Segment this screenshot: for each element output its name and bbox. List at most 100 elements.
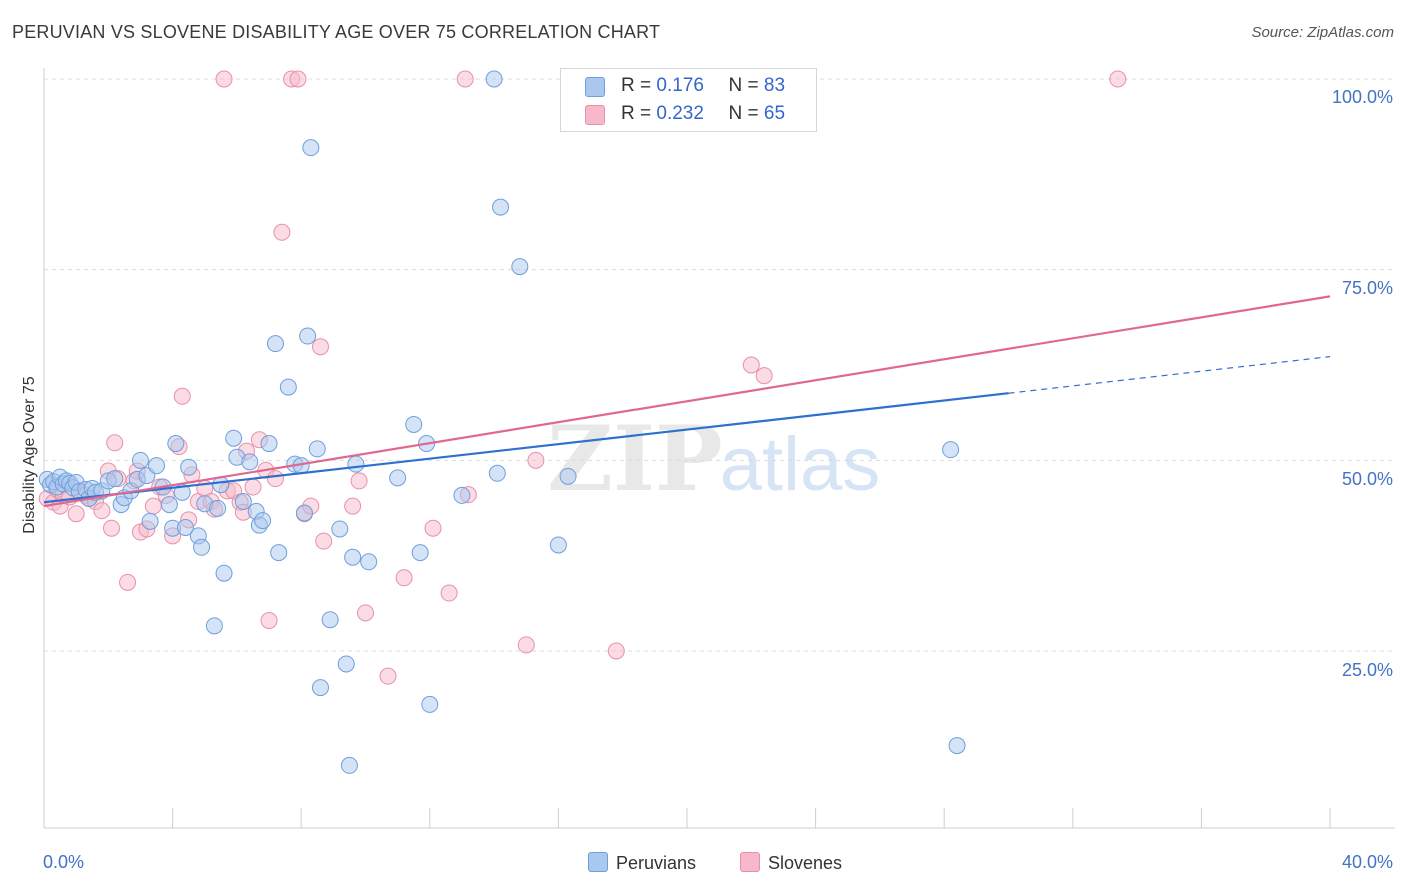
peruvian-point (511, 258, 529, 276)
slovene-point (93, 502, 111, 520)
peruvian-point (234, 493, 252, 511)
slovene-point (395, 569, 413, 587)
slovene-point (517, 636, 535, 654)
peruvian-point (205, 617, 223, 635)
legend-n-label: N = (728, 75, 759, 96)
peruvian-point (131, 451, 149, 469)
peruvian-point (148, 457, 166, 475)
peruvian-point (492, 198, 510, 216)
slovene-point (315, 532, 333, 550)
slovene-point (173, 387, 191, 405)
peruvian-point (559, 467, 577, 485)
y-tick-label-100: 100.0% (1331, 87, 1393, 107)
slovene-point (1109, 70, 1127, 88)
peruvian-point (302, 139, 320, 157)
peruvian-point (260, 435, 278, 453)
peruvian-point (389, 469, 407, 487)
peruvian-point (405, 415, 423, 433)
peruvian-point (295, 504, 313, 522)
trend-lines (43, 295, 1331, 508)
peruvian-point (311, 679, 329, 697)
x-tick-label-min: 0.0% (43, 852, 85, 872)
peruvians-points (38, 70, 966, 774)
slovene-point (67, 505, 85, 523)
watermark-atlas: atlas (720, 422, 881, 507)
peruvian-point (241, 453, 259, 471)
slovene-point (273, 223, 291, 241)
peruvian-point (106, 470, 124, 488)
legend-n-label: N = (728, 103, 759, 124)
peruvian-point (488, 464, 506, 482)
peruvian-point (299, 327, 317, 345)
peruvian-point (308, 440, 326, 458)
slovene-point (350, 472, 368, 490)
peruvian-point (279, 378, 297, 396)
axes (43, 68, 1395, 829)
slovene-point (106, 434, 124, 452)
peruvian-point (266, 335, 284, 353)
peruvian-point (215, 564, 233, 582)
legend-n-value: 83 (763, 75, 786, 96)
legend-r-label: R = (621, 75, 652, 96)
peruvian-point (549, 536, 567, 554)
watermark-zip: ZIP (547, 406, 722, 512)
legend-swatch-slovenes (585, 105, 605, 125)
slovene-point (344, 497, 362, 515)
slovene-point (119, 573, 137, 591)
slovene-point (266, 470, 284, 488)
peruvian-point (176, 518, 194, 536)
peruvian-point (411, 544, 429, 562)
peruvian-point (141, 512, 159, 530)
peruvian-point (321, 611, 339, 629)
bottom-legend-label: Peruvians (616, 853, 697, 873)
peruvian-point (344, 548, 362, 566)
peruvian-point (421, 695, 439, 713)
slovene-point (440, 584, 458, 602)
peruvian-point (331, 520, 349, 538)
y-tick-label-75: 75.0% (1341, 278, 1393, 298)
slovene-trend-line (43, 295, 1331, 508)
slovene-point (527, 451, 545, 469)
peruvian-point (160, 496, 178, 514)
peruvian-point (942, 441, 960, 459)
slovene-point (456, 70, 474, 88)
slovene-point (260, 611, 278, 629)
legend-swatch-peruvians (585, 77, 605, 97)
bottom-legend-slovenes: Slovenes (740, 852, 842, 874)
x-tick-label-max: 40.0% (1341, 852, 1393, 872)
stats-legend: R = 0.176 N = 83 R = 0.232 N = 65 (560, 68, 817, 132)
bottom-legend-swatch-slovenes (740, 852, 760, 872)
peruvian-trend-line (43, 392, 1009, 504)
peruvian-point (180, 458, 198, 476)
bottom-legend-peruvians: Peruvians (588, 852, 696, 874)
slovene-point (244, 478, 262, 496)
legend-r-label: R = (621, 103, 652, 124)
peruvian-point (485, 70, 503, 88)
bottom-legend-label: Slovenes (768, 853, 843, 873)
source-note: Source: ZipAtlas.com (1251, 24, 1394, 41)
chart-title: PERUVIAN VS SLOVENE DISABILITY AGE OVER … (12, 22, 661, 42)
slovene-point (424, 519, 442, 537)
peruvian-point (948, 737, 966, 755)
peruvian-trend-extension (1008, 356, 1331, 394)
slovene-point (289, 70, 307, 88)
slovene-point (607, 642, 625, 660)
peruvian-point (360, 553, 378, 571)
peruvian-point (347, 455, 365, 473)
peruvian-point (270, 544, 288, 562)
slovene-point (742, 356, 760, 374)
slovene-point (144, 497, 162, 515)
peruvian-point (209, 499, 227, 517)
slovenes-points (38, 70, 1127, 685)
peruvian-point (193, 538, 211, 556)
peruvian-point (340, 756, 358, 774)
slovene-point (311, 338, 329, 356)
slovene-point (215, 70, 233, 88)
bottom-legend-swatch-peruvians (588, 852, 608, 872)
peruvian-point (225, 429, 243, 447)
peruvian-point (167, 435, 185, 453)
peruvian-point (453, 486, 471, 504)
peruvian-point (337, 655, 355, 673)
legend-n-value: 65 (763, 103, 786, 124)
